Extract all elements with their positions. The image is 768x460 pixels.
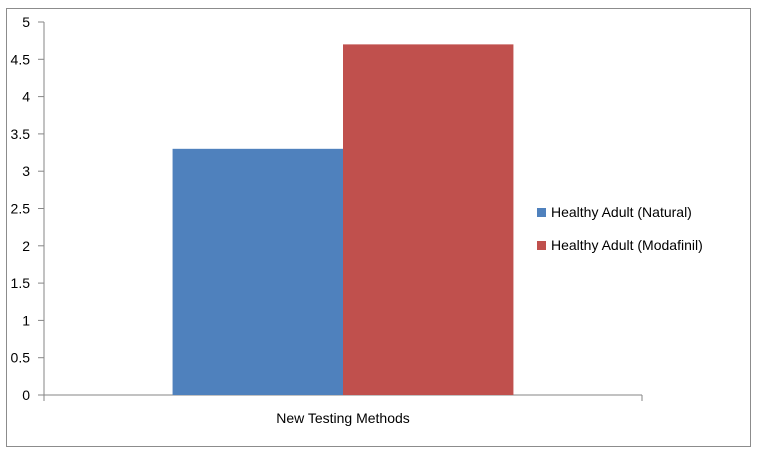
y-tick-label: 1.5 [11,275,31,291]
y-tick-label: 2.5 [11,201,31,217]
legend-swatch [537,241,546,250]
x-tick-label: New Testing Methods [276,410,410,426]
y-tick-label: 4.5 [11,51,31,67]
legend-label: Healthy Adult (Natural) [551,204,692,220]
y-tick-label: 1 [22,312,30,328]
bar-healthy-adult-natural [172,148,343,395]
y-tick-label: 5 [22,14,30,30]
y-tick-label: 0.5 [11,350,31,366]
y-tick-label: 4 [22,89,30,105]
legend-label: Healthy Adult (Modafinil) [551,237,703,253]
bar-healthy-adult-modafinil [343,44,514,395]
y-tick-label: 3 [22,163,30,179]
y-tick-label: 3.5 [11,126,31,142]
legend-swatch [537,208,546,217]
y-tick-label: 0 [22,387,30,403]
y-tick-label: 2 [22,238,30,254]
